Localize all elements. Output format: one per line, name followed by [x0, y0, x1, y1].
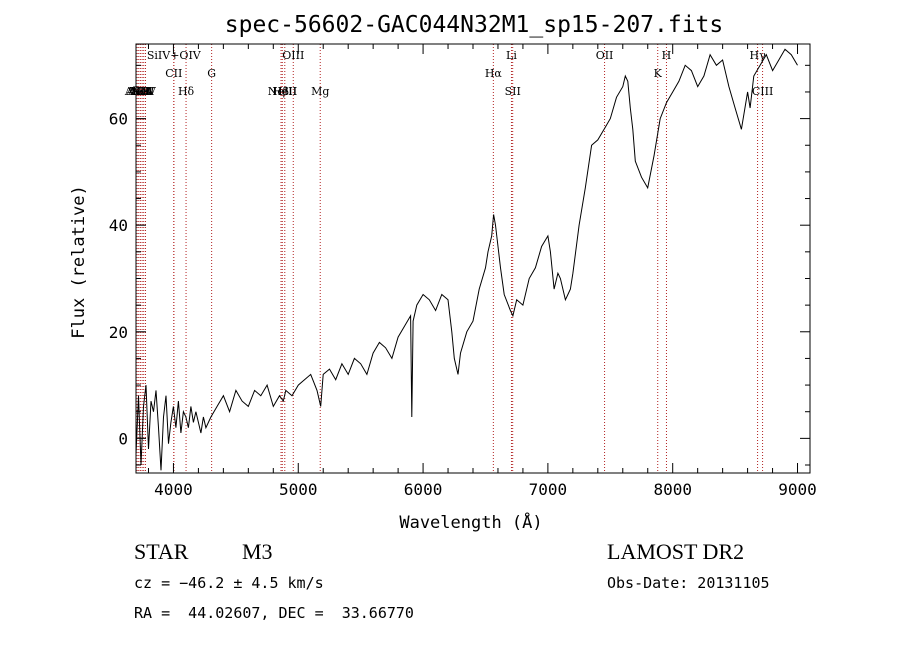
y-tick-label-3: 60 — [109, 110, 128, 129]
line-label-16: Li — [506, 49, 517, 62]
x-tick-label-1: 5000 — [279, 480, 318, 499]
x-tick-label-0: 4000 — [154, 480, 193, 499]
line-label-15: Hα — [485, 67, 503, 80]
object-subclass: M3 — [242, 539, 273, 564]
line-label-14: Mg — [311, 85, 329, 98]
line-label-10: NeIII — [268, 85, 297, 98]
plot-frame — [135, 43, 811, 474]
line-label-19: K — [654, 67, 663, 80]
line-label-12: HeII — [272, 85, 297, 98]
x-axis-label: Wavelength (Å) — [399, 511, 542, 533]
ra-dec: RA = 44.02607, DEC = 33.66770 — [134, 604, 414, 622]
line-label-5: OII — [137, 85, 155, 98]
observation-date: Obs-Date: 20131105 — [607, 574, 770, 592]
object-class: STAR — [134, 539, 189, 564]
line-label-21: Hγ — [749, 49, 766, 62]
x-tick-label-4: 8000 — [653, 480, 692, 499]
x-tick-label-2: 6000 — [404, 480, 443, 499]
x-tick-label-5: 9000 — [778, 480, 817, 499]
chart-title: spec-56602-GAC044N32M1_sp15-207.fits — [225, 12, 724, 38]
line-label-6: SiIV+OIV — [147, 49, 202, 62]
line-label-18: OII — [596, 49, 614, 62]
line-label-22: CIII — [752, 85, 773, 98]
y-tick-label-0: 0 — [118, 429, 128, 448]
y-tick-label-1: 20 — [109, 323, 128, 342]
y-axis-label: Flux (relative) — [69, 185, 89, 339]
line-label-20: H — [662, 49, 672, 62]
line-label-7: CII — [165, 67, 182, 80]
y-tick-label-2: 40 — [109, 216, 128, 235]
redshift-cz: cz = −46.2 ± 4.5 km/s — [134, 574, 324, 592]
x-tick-label-3: 7000 — [529, 480, 568, 499]
line-label-17: SII — [505, 85, 521, 98]
line-label-11: Hβ — [273, 85, 289, 98]
line-label-4: NeV — [132, 85, 157, 98]
spectrum-line — [135, 48, 798, 471]
survey-name: LAMOST DR2 — [607, 539, 745, 564]
axis-ticks: 4000 5000 6000 7000 8000 9000 0 20 40 60 — [109, 44, 817, 499]
spectrum-series — [135, 48, 798, 471]
line-label-8: Hδ — [178, 85, 195, 98]
line-label-13: OIII — [282, 49, 304, 62]
line-label-9: G — [207, 67, 216, 80]
emission-line-markers: AlIIIAlIIIAlIIINeVNeVOIISiIV+OIVCIIHδGNe… — [124, 44, 773, 473]
